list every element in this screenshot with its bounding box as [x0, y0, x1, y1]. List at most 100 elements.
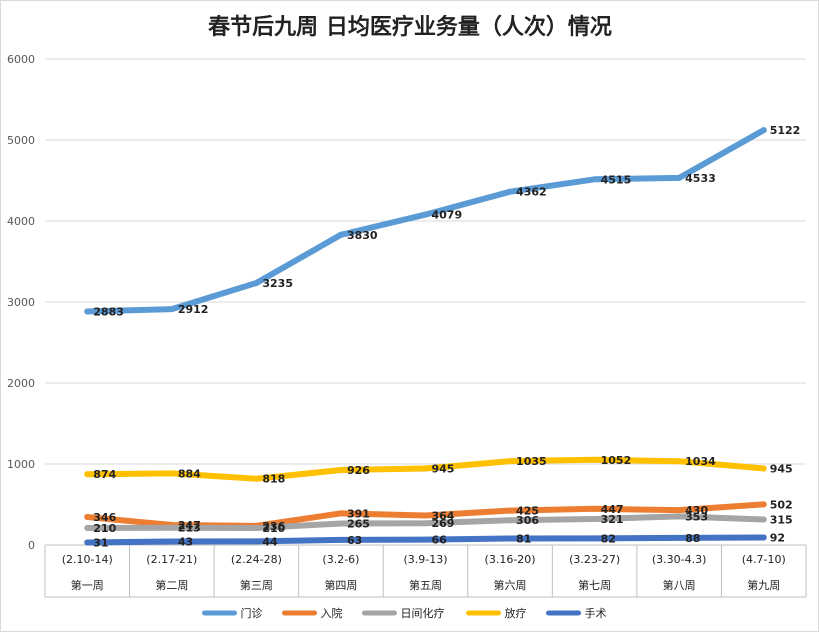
x-tick-week: 第四周	[324, 578, 357, 592]
legend-item-5: 手术	[546, 606, 607, 620]
x-tick-range: (2.17-21)	[146, 553, 197, 566]
x-tick-week: 第九周	[747, 578, 780, 592]
y-tick-label: 2000	[7, 377, 35, 390]
data-point	[676, 174, 683, 181]
data-point	[676, 534, 683, 541]
chart-title: 春节后九周 日均医疗业务量（人次）情况	[208, 14, 612, 40]
data-label: 210	[262, 522, 285, 535]
data-label: 884	[178, 467, 201, 480]
y-tick-label: 3000	[7, 296, 35, 309]
data-label: 346	[93, 511, 116, 524]
data-point	[337, 231, 344, 238]
x-tick-range: (3.2-6)	[322, 553, 359, 566]
data-point	[507, 458, 514, 465]
data-point	[507, 535, 514, 542]
data-point	[760, 501, 767, 508]
data-point	[337, 536, 344, 543]
data-point	[591, 456, 598, 463]
data-point	[591, 535, 598, 542]
data-point	[507, 188, 514, 195]
data-point	[422, 536, 429, 543]
x-tick-week: 第七周	[578, 578, 611, 592]
data-point	[422, 465, 429, 472]
data-label: 2883	[93, 305, 124, 318]
data-label: 315	[770, 513, 793, 526]
data-point	[337, 520, 344, 527]
data-label: 4079	[432, 209, 463, 222]
data-label: 447	[601, 503, 624, 516]
data-point	[760, 465, 767, 472]
data-point	[168, 306, 175, 313]
data-point	[422, 211, 429, 218]
data-label: 66	[432, 534, 448, 547]
data-point	[84, 524, 91, 531]
x-tick-week: 第二周	[155, 578, 188, 592]
x-tick-week: 第八周	[663, 578, 696, 592]
data-point	[676, 458, 683, 465]
data-point	[253, 279, 260, 286]
y-tick-label: 1000	[7, 458, 35, 471]
data-point	[168, 538, 175, 545]
x-tick-week: 第六周	[494, 578, 527, 592]
data-point	[337, 466, 344, 473]
data-label: 3235	[262, 277, 293, 290]
data-point	[253, 538, 260, 545]
data-label: 818	[262, 473, 285, 486]
legend-label: 放疗	[505, 606, 527, 620]
data-point	[422, 512, 429, 519]
legend-item-1: 门诊	[202, 606, 263, 620]
legend-label: 入院	[321, 606, 343, 620]
data-label: 945	[432, 462, 455, 475]
data-point	[760, 534, 767, 541]
data-point	[253, 524, 260, 531]
legend-item-4: 放疗	[466, 606, 527, 620]
legend-item-3: 日间化疗	[362, 606, 445, 620]
x-axis: (2.10-14) 第一周 (2.17-21) 第二周 (2.24-28) 第三周 (3.2…	[44, 544, 807, 598]
data-point	[168, 470, 175, 477]
data-label: 43	[178, 536, 193, 549]
y-axis: 0 1000 2000 3000 4000 5000 6000	[7, 53, 35, 552]
x-tick-range: (4.7-10)	[742, 553, 786, 566]
data-label: 1052	[601, 454, 632, 467]
data-label: 425	[516, 505, 539, 518]
data-point	[84, 513, 91, 520]
data-label: 306	[516, 514, 539, 527]
data-label: 210	[93, 522, 116, 535]
y-tick-label: 0	[28, 539, 35, 552]
x-tick-week: 第三周	[240, 578, 273, 592]
data-label: 391	[347, 507, 370, 520]
data-label: 247	[178, 519, 201, 532]
data-label: 1035	[516, 455, 547, 468]
x-tick-range: (3.16-20)	[485, 553, 536, 566]
data-label: 321	[601, 513, 624, 526]
y-tick-label: 6000	[7, 53, 35, 66]
data-label: 4533	[685, 172, 716, 185]
data-point	[422, 520, 429, 527]
data-label: 926	[347, 464, 370, 477]
data-label: 874	[93, 468, 116, 481]
data-label: 31	[93, 536, 108, 549]
data-label: 353	[685, 510, 708, 523]
x-tick-week: 第一周	[71, 578, 104, 592]
data-point	[676, 507, 683, 514]
legend: 门诊 入院 日间化疗 放疗 手术	[202, 606, 607, 620]
data-label: 364	[432, 510, 455, 523]
series-layer	[84, 127, 767, 546]
data-point	[337, 510, 344, 517]
x-tick-range: (2.24-28)	[231, 553, 282, 566]
data-label: 945	[770, 462, 793, 475]
data-label: 269	[432, 517, 455, 530]
data-label: 44	[262, 535, 278, 548]
legend-label: 门诊	[241, 606, 263, 620]
data-point	[591, 505, 598, 512]
data-label: 502	[770, 498, 793, 511]
data-point	[760, 516, 767, 523]
grid-layer	[45, 58, 806, 546]
data-label: 4515	[601, 173, 632, 186]
x-tick-range: (3.9-13)	[403, 553, 447, 566]
legend-item-2: 入院	[282, 606, 343, 620]
data-label: 82	[601, 532, 616, 545]
data-label: 2912	[178, 303, 209, 316]
